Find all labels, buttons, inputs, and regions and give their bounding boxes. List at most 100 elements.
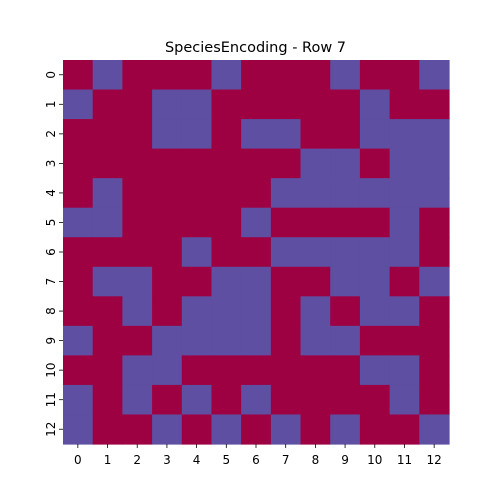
heatmap-cell-r10-c8 <box>300 355 331 386</box>
heatmap-cell-r5-c7 <box>270 207 302 238</box>
heatmap-cell-r5-c12 <box>419 207 450 238</box>
heatmap-cell-r4-c2 <box>122 178 153 209</box>
heatmap-cell-r4-c8 <box>300 178 331 209</box>
heatmap-cell-r6-c11 <box>389 237 420 268</box>
heatmap-cell-r9-c0 <box>63 325 94 356</box>
heatmap-cell-r8-c1 <box>92 296 123 327</box>
heatmap-cell-r1-c1 <box>92 89 123 120</box>
heatmap-cell-r2-c2 <box>122 119 153 150</box>
heatmap-cell-r0-c5 <box>211 60 242 91</box>
heatmap-cell-r12-c8 <box>300 414 331 445</box>
y-tick-label-6: 6 <box>44 248 58 256</box>
heatmap-cell-r6-c8 <box>300 237 331 268</box>
heatmap-cell-r12-c12 <box>419 414 450 445</box>
heatmap-cell-r11-c11 <box>389 384 420 416</box>
heatmap-cell-r5-c9 <box>330 207 361 238</box>
y-tick-label-2: 2 <box>44 130 58 138</box>
heatmap-cell-r7-c1 <box>92 266 123 297</box>
heatmap-cell-r5-c1 <box>92 207 123 238</box>
heatmap-cell-r7-c8 <box>300 266 331 297</box>
x-tick-label-9: 9 <box>341 453 349 467</box>
heatmap-cell-r2-c4 <box>181 119 213 150</box>
heatmap-cell-r0-c3 <box>152 60 183 91</box>
heatmap-cell-r7-c4 <box>181 266 213 297</box>
heatmap-cell-r7-c11 <box>389 266 420 297</box>
heatmap-cell-r11-c4 <box>181 384 213 416</box>
heatmap-cell-r0-c2 <box>122 60 153 91</box>
heatmap-cell-r10-c2 <box>122 355 153 386</box>
heatmap-cell-r1-c11 <box>389 89 420 120</box>
heatmap-cell-r8-c11 <box>389 296 420 327</box>
heatmap-cell-r9-c3 <box>152 325 183 356</box>
heatmap-cell-r12-c4 <box>181 414 213 445</box>
heatmap-cell-r3-c8 <box>300 148 331 179</box>
heatmap-cell-r6-c12 <box>419 237 450 268</box>
heatmap-cell-r10-c9 <box>330 355 361 386</box>
heatmap-cell-r12-c1 <box>92 414 123 445</box>
heatmap-cell-r6-c9 <box>330 237 361 268</box>
heatmap-cell-r10-c1 <box>92 355 123 386</box>
chart-title: SpeciesEncoding - Row 7 <box>165 40 346 56</box>
y-tick-label-1: 1 <box>44 100 58 108</box>
heatmap-cell-r3-c0 <box>63 148 94 179</box>
heatmap-cell-r5-c4 <box>181 207 213 238</box>
y-tick-label-10: 10 <box>44 363 58 378</box>
heatmap-cell-r8-c7 <box>270 296 302 327</box>
heatmap-cell-r11-c1 <box>92 384 123 416</box>
heatmap-cell-r3-c1 <box>92 148 123 179</box>
heatmap-cell-r9-c5 <box>211 325 242 356</box>
y-tick-label-8: 8 <box>44 307 58 315</box>
x-tick-label-8: 8 <box>312 453 320 467</box>
heatmap-cell-r11-c3 <box>152 384 183 416</box>
heatmap-cell-r5-c5 <box>211 207 242 238</box>
heatmap-cell-r3-c9 <box>330 148 361 179</box>
heatmap-cell-r8-c0 <box>63 296 94 327</box>
heatmap-cell-r12-c5 <box>211 414 242 445</box>
heatmap-cell-r5-c8 <box>300 207 331 238</box>
heatmap-cell-r10-c7 <box>270 355 302 386</box>
x-tick-label-3: 3 <box>163 453 171 467</box>
heatmap-cell-r9-c2 <box>122 325 153 356</box>
heatmap-cell-r0-c8 <box>300 60 331 91</box>
heatmap-cell-r10-c12 <box>419 355 450 386</box>
heatmap-cell-r11-c6 <box>241 384 272 416</box>
heatmap-cell-r11-c0 <box>63 384 94 416</box>
heatmap-cell-r5-c3 <box>152 207 183 238</box>
heatmap-cell-r3-c11 <box>389 148 420 179</box>
heatmap-cell-r0-c7 <box>270 60 302 91</box>
heatmap-cell-r1-c8 <box>300 89 331 120</box>
heatmap-cell-r11-c7 <box>270 384 302 416</box>
heatmap-cell-r4-c0 <box>63 178 94 209</box>
heatmap-cell-r9-c4 <box>181 325 213 356</box>
heatmap-cell-r6-c3 <box>152 237 183 268</box>
heatmap-cell-r4-c12 <box>419 178 450 209</box>
heatmap-cell-r4-c5 <box>211 178 242 209</box>
heatmap-cell-r6-c0 <box>63 237 94 268</box>
heatmap-cell-r10-c0 <box>63 355 94 386</box>
x-tick-label-11: 11 <box>397 453 412 467</box>
heatmap-cell-r1-c7 <box>270 89 302 120</box>
heatmap-cell-r2-c0 <box>63 119 94 150</box>
x-tick-label-5: 5 <box>222 453 230 467</box>
heatmap-cell-r4-c10 <box>359 178 391 209</box>
heatmap-cell-r10-c3 <box>152 355 183 386</box>
heatmap-cell-r11-c10 <box>359 384 391 416</box>
heatmap-cell-r2-c7 <box>270 119 302 150</box>
heatmap-cell-r7-c0 <box>63 266 94 297</box>
heatmap-cell-r12-c7 <box>270 414 302 445</box>
heatmap-cell-r1-c3 <box>152 89 183 120</box>
y-tick-label-7: 7 <box>44 278 58 286</box>
heatmap-cell-r12-c11 <box>389 414 420 445</box>
heatmap-cell-r7-c9 <box>330 266 361 297</box>
heatmap-cell-r0-c10 <box>359 60 391 91</box>
heatmap-cell-r8-c2 <box>122 296 153 327</box>
heatmap-cell-r8-c5 <box>211 296 242 327</box>
heatmap-cell-r5-c6 <box>241 207 272 238</box>
heatmap-cell-r7-c5 <box>211 266 242 297</box>
heatmap-cell-r3-c7 <box>270 148 302 179</box>
y-tick-label-9: 9 <box>44 337 58 345</box>
heatmap-cell-r7-c2 <box>122 266 153 297</box>
heatmap-cell-r6-c1 <box>92 237 123 268</box>
y-tick-label-3: 3 <box>44 160 58 168</box>
